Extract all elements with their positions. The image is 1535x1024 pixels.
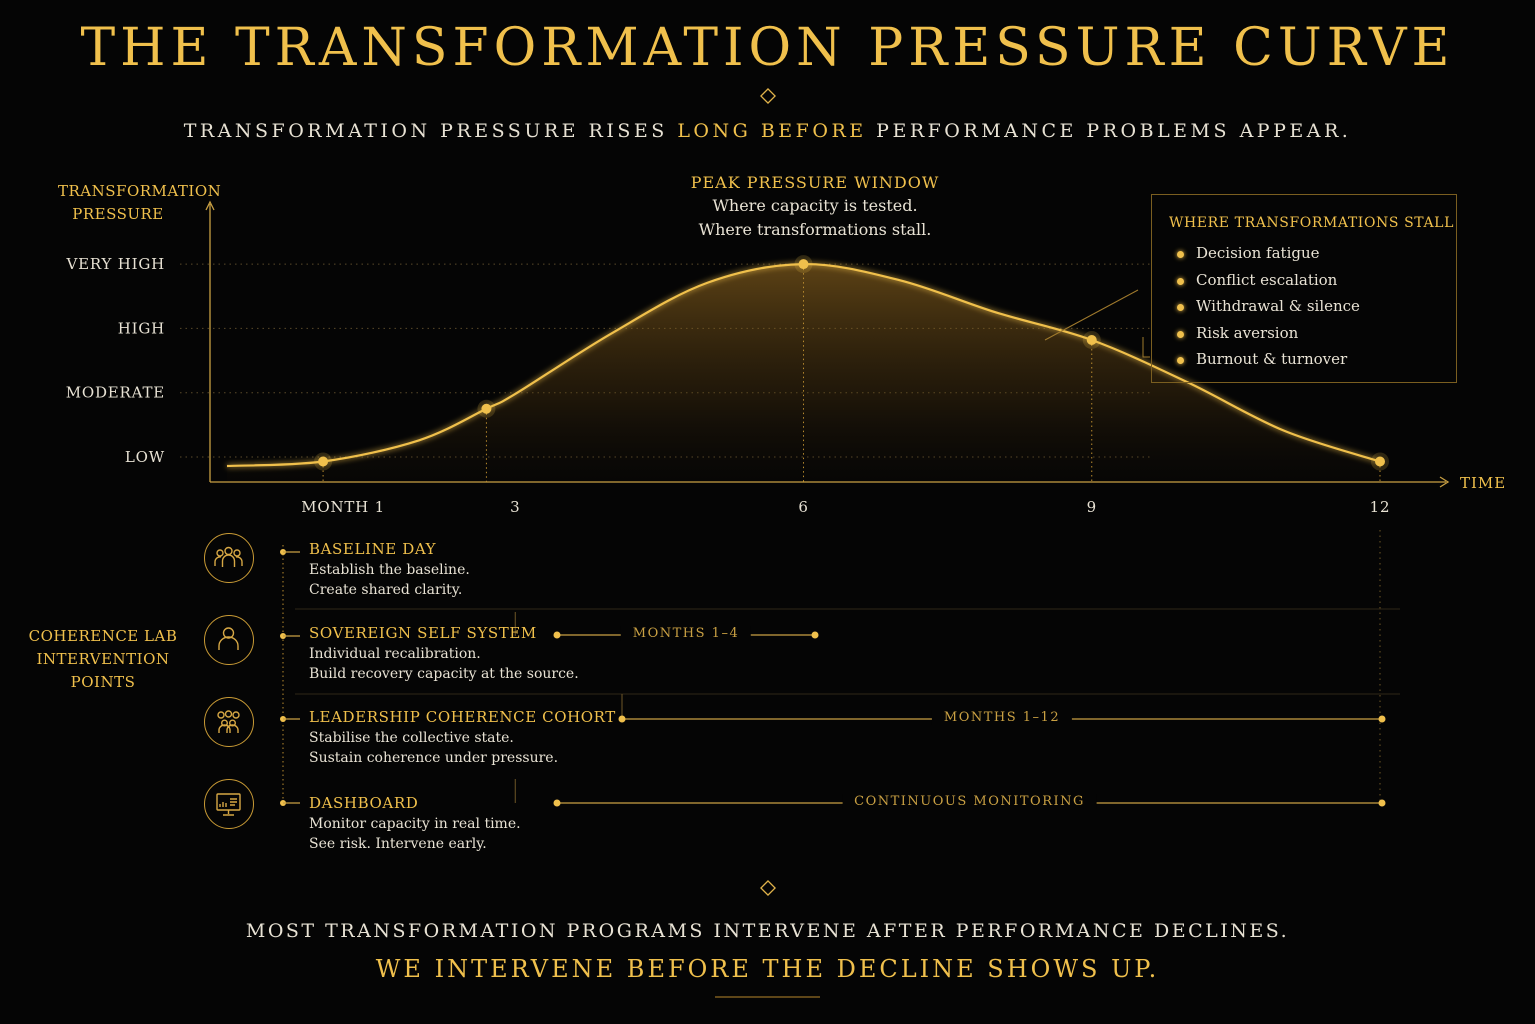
range-label-leadership: MONTHS 1–12 [931, 710, 1073, 725]
x-axis-title: TIME [1460, 474, 1506, 492]
desc-line: Build recovery capacity at the source. [309, 666, 579, 682]
list-item: Conflict escalation [1177, 271, 1360, 298]
y-tick-label: MODERATE [66, 384, 165, 402]
intervention-title-baseline: BASELINE DAY [309, 540, 437, 558]
data-point [798, 259, 809, 270]
list-item: Risk aversion [1177, 324, 1360, 351]
y-axis-arrow-icon [205, 200, 215, 211]
peak-window-line-1: Where capacity is tested. [712, 196, 918, 215]
dashboard-icon [204, 779, 254, 829]
intervention-title-dashboard: DASHBOARD [309, 794, 419, 812]
intervention-title-sovereign: SOVEREIGN SELF SYSTEM [309, 624, 537, 642]
subtitle-post: PERFORMANCE PROBLEMS APPEAR. [866, 120, 1352, 142]
x-tick-label: 9 [1087, 498, 1097, 516]
y-axis-title: TRANSFORMATION PRESSURE [18, 180, 221, 226]
intervention-label: COHERENCE LAB INTERVENTION POINTS [18, 625, 188, 694]
desc-line: Stabilise the collective state. [309, 730, 514, 746]
intervention-label-line: POINTS [70, 673, 136, 691]
x-tick-label: MONTH 1 [301, 498, 385, 516]
y-tick-label: VERY HIGH [65, 255, 165, 273]
intervention-desc: Individual recalibration. Build recovery… [309, 644, 579, 684]
subtitle-highlight: LONG BEFORE [677, 120, 867, 142]
range-end-dot [811, 631, 819, 639]
stall-box-title: WHERE TRANSFORMATIONS STALL [1169, 215, 1454, 231]
x-tick-label: 3 [510, 498, 520, 516]
range-start-dot [553, 631, 561, 639]
y-tick-label: HIGH [118, 319, 165, 337]
y-tick-label: LOW [125, 448, 165, 466]
title-divider [470, 88, 1066, 104]
intervention-title-leadership: LEADERSHIP COHERENCE COHORT [309, 708, 616, 726]
footer-underline [715, 996, 820, 998]
stall-connector [1044, 289, 1139, 341]
footer-divider [295, 880, 1245, 896]
desc-line: Individual recalibration. [309, 646, 481, 662]
intervention-label-line: COHERENCE LAB [28, 627, 178, 645]
person-icon [204, 615, 254, 665]
data-point [1086, 334, 1097, 345]
desc-line: Create shared clarity. [309, 582, 463, 598]
range-start-dot [618, 715, 626, 723]
list-item: Burnout & turnover [1177, 350, 1360, 377]
data-point [318, 456, 329, 467]
range-end-dot [1378, 799, 1386, 807]
subtitle: TRANSFORMATION PRESSURE RISES LONG BEFOR… [0, 120, 1535, 142]
intervention-desc: Stabilise the collective state. Sustain … [309, 728, 558, 768]
range-label-sovereign: MONTHS 1–4 [620, 626, 752, 641]
intervention-label-line: INTERVENTION [36, 650, 170, 668]
subtitle-pre: TRANSFORMATION PRESSURE RISES [183, 120, 678, 142]
desc-line: Monitor capacity in real time. [309, 816, 521, 832]
list-item: Withdrawal & silence [1177, 297, 1360, 324]
data-point [1375, 456, 1385, 467]
diamond-icon [760, 880, 776, 896]
data-point [481, 403, 492, 414]
page-title: THE TRANSFORMATION PRESSURE CURVE [80, 18, 1455, 78]
range-start-dot [553, 799, 561, 807]
intervention-desc: Monitor capacity in real time. See risk.… [309, 814, 521, 854]
list-item: Decision fatigue [1177, 244, 1360, 271]
intervention-desc: Establish the baseline. Create shared cl… [309, 560, 470, 600]
range-end-dot [1378, 715, 1386, 723]
desc-line: Sustain coherence under pressure. [309, 750, 559, 766]
desc-line: See risk. Intervene early. [309, 836, 487, 852]
peak-window-title: PEAK PRESSURE WINDOW [690, 173, 940, 192]
footer-tagline: WE INTERVENE BEFORE THE DECLINE SHOWS UP… [375, 955, 1160, 983]
desc-line: Establish the baseline. [309, 562, 470, 578]
stall-list: Decision fatigue Conflict escalation Wit… [1177, 244, 1360, 377]
team-icon [204, 697, 254, 747]
diamond-icon [760, 88, 776, 104]
stall-box: WHERE TRANSFORMATIONS STALL Decision fat… [1151, 194, 1457, 383]
x-tick-label: 12 [1370, 498, 1391, 516]
x-axis-arrow-icon [1439, 476, 1450, 488]
stall-bracket [1142, 337, 1150, 358]
range-label-dashboard: CONTINUOUS MONITORING [842, 794, 1097, 809]
x-tick-label: 6 [798, 498, 808, 516]
peak-window-line-2: Where transformations stall. [698, 220, 932, 239]
group-icon [204, 533, 254, 583]
footer-statement: MOST TRANSFORMATION PROGRAMS INTERVENE A… [245, 920, 1290, 942]
